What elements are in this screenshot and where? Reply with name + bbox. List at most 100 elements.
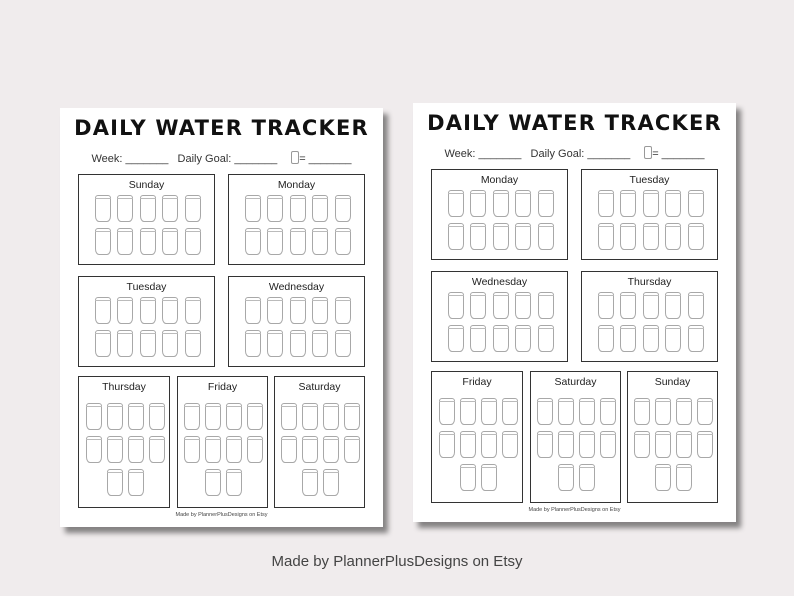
cup-icon[interactable] [492, 223, 509, 250]
cup-icon[interactable] [515, 223, 531, 250]
cup-icon[interactable] [687, 325, 704, 352]
cup-icon[interactable] [492, 325, 509, 352]
cup-icon[interactable] [184, 195, 201, 222]
cup-icon[interactable] [558, 431, 574, 458]
cup-icon[interactable] [459, 464, 476, 491]
cup-icon[interactable] [267, 228, 283, 255]
cup-icon[interactable] [665, 325, 681, 352]
cup-icon[interactable] [117, 195, 133, 222]
cup-icon[interactable] [85, 403, 102, 430]
cup-icon[interactable] [244, 297, 261, 324]
cup-icon[interactable] [600, 431, 616, 458]
cup-icon[interactable] [579, 398, 595, 425]
cup-icon[interactable] [492, 190, 509, 217]
cup-icon[interactable] [447, 292, 464, 319]
cup-icon[interactable] [558, 464, 574, 491]
cup-icon[interactable] [323, 403, 339, 430]
cup-icon[interactable] [665, 223, 681, 250]
cup-icon[interactable] [620, 190, 636, 217]
cup-icon[interactable] [459, 431, 476, 458]
cup-icon[interactable] [492, 292, 509, 319]
cup-icon[interactable] [312, 297, 328, 324]
cup-icon[interactable] [94, 195, 111, 222]
cup-icon[interactable] [289, 195, 306, 222]
cup-icon[interactable] [139, 195, 156, 222]
cup-icon[interactable] [205, 436, 221, 463]
cup-icon[interactable] [302, 403, 318, 430]
cup-icon[interactable] [620, 223, 636, 250]
cup-icon[interactable] [597, 292, 614, 319]
cup-icon[interactable] [334, 330, 351, 357]
cup-icon[interactable] [289, 330, 306, 357]
cup-icon[interactable] [447, 223, 464, 250]
cup-icon[interactable] [117, 297, 133, 324]
cup-icon[interactable] [687, 292, 704, 319]
cup-icon[interactable] [634, 431, 650, 458]
cup-icon[interactable] [697, 431, 713, 458]
cup-icon[interactable] [302, 469, 318, 496]
cup-icon[interactable] [642, 223, 659, 250]
cup-icon[interactable] [620, 325, 636, 352]
cup-icon[interactable] [184, 330, 201, 357]
cup-icon[interactable] [515, 292, 531, 319]
cup-icon[interactable] [600, 398, 616, 425]
cup-icon[interactable] [226, 469, 242, 496]
cup-icon[interactable] [302, 436, 318, 463]
cup-icon[interactable] [344, 436, 360, 463]
cup-icon[interactable] [106, 403, 123, 430]
cup-icon[interactable] [697, 398, 713, 425]
cup-icon[interactable] [480, 464, 497, 491]
cup-icon[interactable] [470, 223, 486, 250]
cup-icon[interactable] [665, 292, 681, 319]
cup-icon[interactable] [184, 297, 201, 324]
cup-icon[interactable] [226, 403, 242, 430]
cup-icon[interactable] [515, 325, 531, 352]
cup-icon[interactable] [537, 292, 554, 319]
cup-icon[interactable] [676, 431, 692, 458]
cup-icon[interactable] [501, 431, 518, 458]
cup-icon[interactable] [537, 431, 553, 458]
cup-icon[interactable] [289, 228, 306, 255]
cup-icon[interactable] [244, 228, 261, 255]
cup-icon[interactable] [687, 190, 704, 217]
cup-icon[interactable] [537, 190, 554, 217]
cup-icon[interactable] [162, 228, 178, 255]
cup-icon[interactable] [537, 398, 553, 425]
cup-icon[interactable] [537, 223, 554, 250]
cup-icon[interactable] [94, 228, 111, 255]
cup-icon[interactable] [267, 297, 283, 324]
cup-icon[interactable] [480, 431, 497, 458]
cup-icon[interactable] [244, 330, 261, 357]
cup-icon[interactable] [676, 464, 692, 491]
cup-icon[interactable] [148, 436, 165, 463]
cup-icon[interactable] [94, 297, 111, 324]
cup-icon[interactable] [642, 190, 659, 217]
cup-icon[interactable] [334, 195, 351, 222]
cup-icon[interactable] [184, 436, 200, 463]
cup-icon[interactable] [665, 190, 681, 217]
cup-icon[interactable] [312, 195, 328, 222]
cup-icon[interactable] [558, 398, 574, 425]
cup-icon[interactable] [459, 398, 476, 425]
cup-icon[interactable] [148, 403, 165, 430]
cup-icon[interactable] [597, 190, 614, 217]
cup-icon[interactable] [85, 436, 102, 463]
cup-icon[interactable] [334, 297, 351, 324]
cup-icon[interactable] [438, 431, 455, 458]
cup-icon[interactable] [620, 292, 636, 319]
cup-icon[interactable] [447, 190, 464, 217]
cup-icon[interactable] [470, 190, 486, 217]
cup-icon[interactable] [267, 195, 283, 222]
cup-icon[interactable] [139, 330, 156, 357]
cup-icon[interactable] [162, 297, 178, 324]
cup-icon[interactable] [205, 403, 221, 430]
cup-icon[interactable] [267, 330, 283, 357]
cup-icon[interactable] [597, 223, 614, 250]
cup-icon[interactable] [117, 330, 133, 357]
cup-icon[interactable] [205, 469, 221, 496]
cup-icon[interactable] [226, 436, 242, 463]
cup-icon[interactable] [334, 228, 351, 255]
cup-icon[interactable] [447, 325, 464, 352]
cup-icon[interactable] [162, 195, 178, 222]
cup-icon[interactable] [281, 403, 297, 430]
